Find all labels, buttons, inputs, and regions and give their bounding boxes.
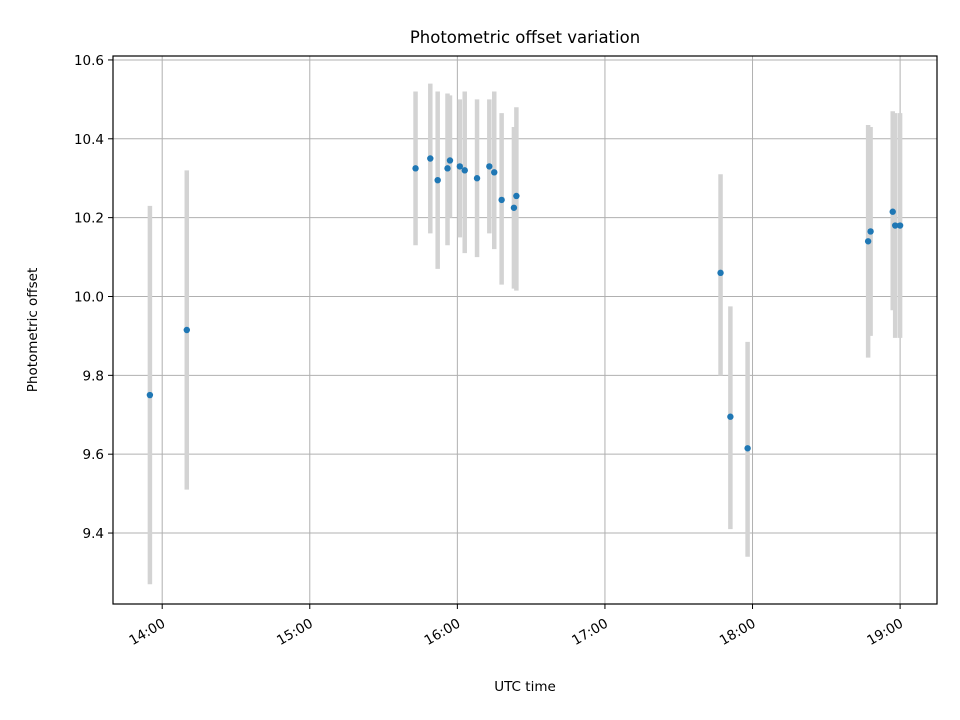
- data-point: [717, 269, 724, 277]
- data-point: [146, 391, 154, 399]
- y-tick-label: 9.6: [83, 447, 104, 463]
- data-point: [896, 222, 904, 229]
- y-tick-label: 9.4: [83, 526, 104, 542]
- y-tick-label: 10.6: [74, 53, 104, 69]
- y-tick-label: 10.4: [74, 132, 104, 148]
- y-tick-label: 10.0: [74, 289, 104, 305]
- data-point: [461, 167, 468, 174]
- data-point: [486, 163, 493, 170]
- data-point: [456, 163, 464, 170]
- x-axis-label: UTC time: [494, 679, 556, 695]
- data-point: [744, 445, 751, 452]
- data-point: [427, 155, 434, 162]
- data-point: [889, 208, 896, 215]
- data-points: [146, 155, 904, 452]
- y-axis-label: Photometric offset: [25, 268, 41, 392]
- data-point: [444, 165, 451, 172]
- data-point: [498, 196, 505, 204]
- y-tick-label: 10.2: [74, 211, 104, 227]
- data-point: [473, 175, 481, 182]
- data-point: [513, 192, 520, 200]
- data-point: [434, 176, 441, 184]
- data-point: [491, 169, 498, 176]
- data-point: [446, 157, 454, 164]
- y-tick-label: 9.8: [83, 368, 104, 384]
- y-axis-ticks: 9.4 9.6 9.8 10.0 10.2 10.4 10.6: [74, 53, 113, 542]
- chart-title: Photometric offset variation: [410, 28, 640, 47]
- data-point: [867, 228, 874, 235]
- data-point: [727, 413, 734, 420]
- plot-frame: [112, 55, 938, 605]
- data-point: [891, 222, 899, 229]
- data-point: [183, 326, 190, 334]
- data-point: [864, 238, 872, 245]
- data-point: [412, 165, 419, 172]
- data-point: [510, 204, 518, 211]
